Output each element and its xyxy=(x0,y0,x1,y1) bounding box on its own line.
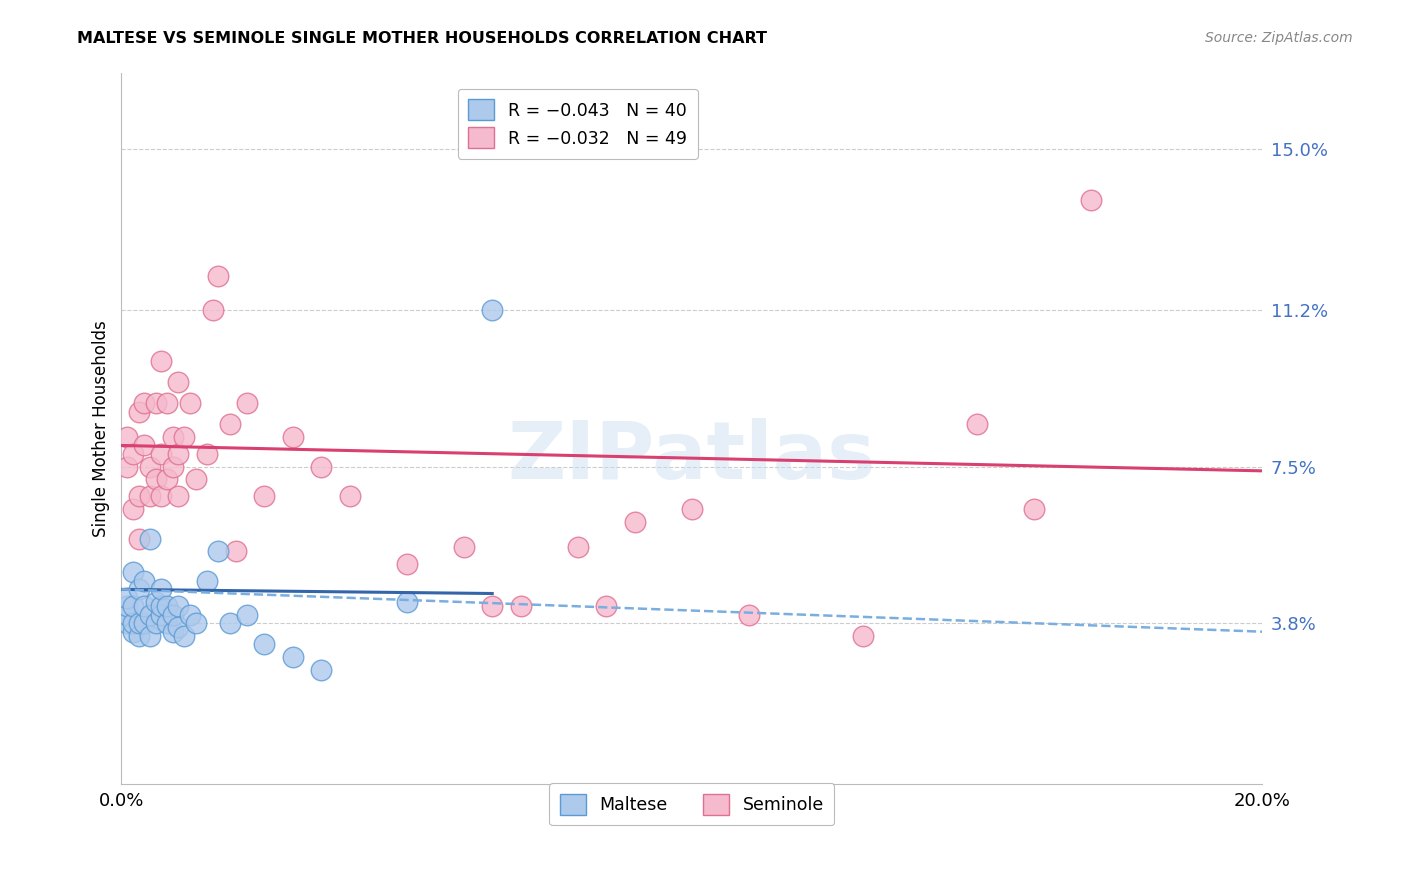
Y-axis label: Single Mother Households: Single Mother Households xyxy=(93,320,110,537)
Point xyxy=(115,607,138,622)
Point xyxy=(236,396,259,410)
Point xyxy=(162,624,184,639)
Point xyxy=(145,472,167,486)
Point xyxy=(173,430,195,444)
Point xyxy=(121,447,143,461)
Point xyxy=(115,459,138,474)
Point xyxy=(966,417,988,432)
Point xyxy=(184,472,207,486)
Point xyxy=(128,616,150,631)
Point xyxy=(121,566,143,580)
Point xyxy=(134,574,156,588)
Point xyxy=(167,375,190,389)
Point xyxy=(115,430,138,444)
Point xyxy=(150,489,173,503)
Point xyxy=(395,557,418,571)
Point xyxy=(179,607,201,622)
Point xyxy=(128,489,150,503)
Point xyxy=(167,447,190,461)
Point xyxy=(184,616,207,631)
Point xyxy=(121,616,143,631)
Point xyxy=(134,616,156,631)
Point xyxy=(115,616,138,631)
Point xyxy=(852,629,875,643)
Point xyxy=(195,447,218,461)
Point xyxy=(173,629,195,643)
Point xyxy=(128,532,150,546)
Point xyxy=(115,591,138,605)
Point xyxy=(162,430,184,444)
Point xyxy=(281,650,304,665)
Point xyxy=(139,489,162,503)
Point xyxy=(453,540,475,554)
Point xyxy=(134,438,156,452)
Point xyxy=(150,599,173,614)
Point xyxy=(156,616,179,631)
Point xyxy=(309,663,332,677)
Point xyxy=(681,502,703,516)
Text: MALTESE VS SEMINOLE SINGLE MOTHER HOUSEHOLDS CORRELATION CHART: MALTESE VS SEMINOLE SINGLE MOTHER HOUSEH… xyxy=(77,31,768,46)
Point xyxy=(145,595,167,609)
Point xyxy=(167,489,190,503)
Point xyxy=(139,532,162,546)
Point xyxy=(150,582,173,597)
Point xyxy=(595,599,617,614)
Point xyxy=(128,582,150,597)
Point xyxy=(195,574,218,588)
Point xyxy=(225,544,247,558)
Point xyxy=(339,489,361,503)
Point xyxy=(218,616,240,631)
Point xyxy=(509,599,531,614)
Point xyxy=(139,607,162,622)
Point xyxy=(134,599,156,614)
Point xyxy=(115,599,138,614)
Point xyxy=(162,459,184,474)
Point xyxy=(395,595,418,609)
Point xyxy=(128,629,150,643)
Point xyxy=(150,607,173,622)
Point xyxy=(121,599,143,614)
Point xyxy=(253,489,276,503)
Point xyxy=(309,459,332,474)
Point xyxy=(624,515,647,529)
Point xyxy=(1080,193,1102,207)
Point xyxy=(236,607,259,622)
Point xyxy=(253,637,276,651)
Point xyxy=(481,303,503,318)
Point xyxy=(128,404,150,418)
Point xyxy=(207,269,229,284)
Point xyxy=(156,599,179,614)
Point xyxy=(139,459,162,474)
Point xyxy=(145,616,167,631)
Point xyxy=(179,396,201,410)
Point xyxy=(1022,502,1045,516)
Point xyxy=(134,396,156,410)
Point xyxy=(567,540,589,554)
Point xyxy=(481,599,503,614)
Point xyxy=(218,417,240,432)
Point xyxy=(121,502,143,516)
Text: Source: ZipAtlas.com: Source: ZipAtlas.com xyxy=(1205,31,1353,45)
Point xyxy=(156,396,179,410)
Point xyxy=(156,472,179,486)
Point xyxy=(167,599,190,614)
Legend: Maltese, Seminole: Maltese, Seminole xyxy=(550,783,834,825)
Point xyxy=(150,447,173,461)
Point xyxy=(167,620,190,634)
Point xyxy=(162,607,184,622)
Point xyxy=(121,624,143,639)
Point xyxy=(281,430,304,444)
Text: ZIPatlas: ZIPatlas xyxy=(508,418,876,496)
Point xyxy=(201,303,224,318)
Point xyxy=(139,629,162,643)
Point xyxy=(738,607,761,622)
Point xyxy=(150,353,173,368)
Point xyxy=(145,396,167,410)
Point xyxy=(207,544,229,558)
